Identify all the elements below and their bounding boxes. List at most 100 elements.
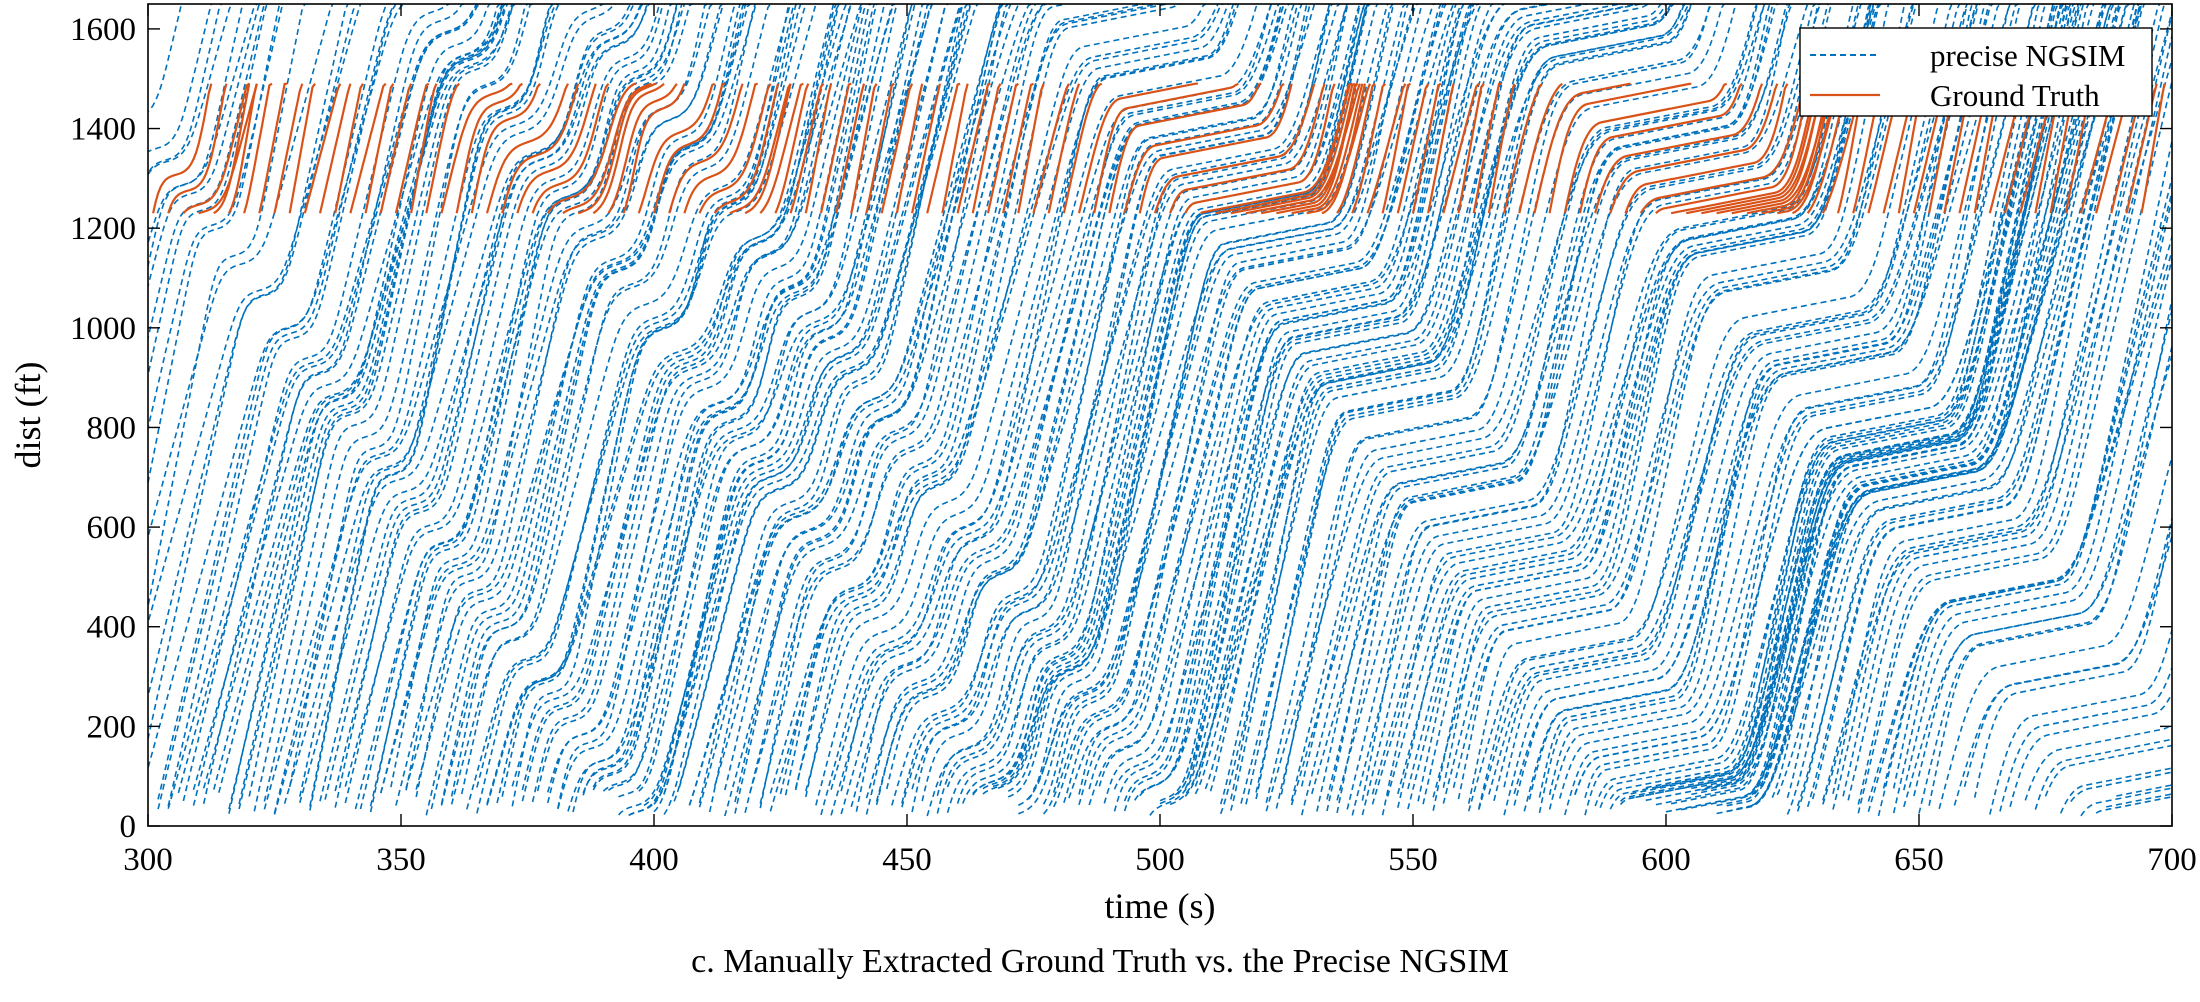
ngsim-trajectory-line bbox=[779, 4, 1160, 795]
ngsim-trajectory-line bbox=[1630, 4, 2047, 795]
ngsim-trajectory-line bbox=[1442, 4, 1872, 788]
ground-truth-trajectory-line bbox=[1427, 83, 1455, 214]
ngsim-trajectory-line bbox=[1761, 4, 2107, 788]
ground-truth-trajectory-line bbox=[198, 83, 258, 215]
ngsim-trajectory-line bbox=[602, 4, 933, 792]
ngsim-trajectory-line bbox=[1513, 4, 1994, 806]
ground-truth-trajectory-line bbox=[1487, 83, 1516, 214]
ngsim-trajectory-line bbox=[177, 4, 481, 794]
ground-truth-trajectory-line bbox=[485, 83, 569, 214]
ngsim-trajectory-line bbox=[1645, 4, 2075, 802]
ngsim-trajectory-line bbox=[148, 4, 213, 153]
ngsim-trajectory-line bbox=[1452, 4, 1918, 788]
ground-truth-trajectory-line bbox=[1291, 83, 1364, 215]
ngsim-trajectory-line bbox=[1052, 4, 1394, 793]
ngsim-trajectory-line bbox=[698, 4, 1004, 808]
ngsim-trajectory-line bbox=[1290, 4, 1758, 801]
ngsim-trajectory-line bbox=[911, 4, 1348, 790]
x-tick-label: 450 bbox=[882, 842, 932, 878]
ground-truth-trajectory-line bbox=[531, 83, 610, 214]
ngsim-trajectory-line bbox=[1063, 4, 1424, 804]
ground-truth-trajectory-line bbox=[1639, 83, 1807, 214]
ngsim-trajectory-line bbox=[653, 4, 913, 813]
ngsim-trajectory-line bbox=[1564, 4, 2036, 816]
ngsim-trajectory-line bbox=[1280, 4, 1713, 795]
ngsim-trajectory-line bbox=[608, 4, 878, 791]
ngsim-trajectory-line bbox=[1442, 4, 1915, 804]
ngsim-trajectory-line bbox=[167, 4, 478, 809]
ngsim-trajectory-line bbox=[1857, 32, 2172, 805]
y-tick-label: 800 bbox=[87, 410, 137, 446]
ngsim-trajectory-line bbox=[1088, 4, 1442, 790]
ngsim-trajectory-line bbox=[769, 4, 1224, 812]
ngsim-trajectory-line bbox=[1361, 4, 1834, 816]
ngsim-trajectory-line bbox=[299, 4, 561, 797]
ground-truth-trajectory-line bbox=[789, 82, 825, 214]
ngsim-trajectory-line bbox=[1336, 4, 1771, 814]
ngsim-trajectory-line bbox=[830, 4, 1273, 790]
ground-truth-trajectory-line bbox=[911, 83, 941, 214]
ngsim-trajectory-line bbox=[1209, 4, 1639, 792]
ngsim-trajectory-line bbox=[2059, 767, 2172, 814]
ngsim-trajectory-line bbox=[1346, 4, 1816, 810]
ngsim-trajectory-line bbox=[1701, 4, 2082, 791]
ngsim-trajectory-line bbox=[263, 4, 533, 802]
ground-truth-trajectory-line bbox=[1396, 83, 1430, 214]
ngsim-trajectory-line bbox=[288, 4, 529, 788]
ngsim-trajectory-line bbox=[724, 4, 1047, 817]
ngsim-trajectory-line bbox=[253, 4, 516, 812]
ground-truth-trajectory-line bbox=[501, 83, 580, 214]
ngsim-trajectory-line bbox=[1493, 4, 1961, 801]
ngsim-trajectory-line bbox=[1538, 4, 1968, 798]
ngsim-trajectory-line bbox=[1716, 4, 2113, 807]
ngsim-trajectory-line bbox=[1240, 4, 1713, 804]
ground-truth-trajectory-line bbox=[835, 83, 866, 214]
ground-truth-trajectory-line bbox=[1138, 83, 1293, 214]
ngsim-trajectory-line bbox=[1928, 295, 2172, 806]
ngsim-trajectory-line bbox=[354, 4, 693, 810]
ngsim-trajectory-line bbox=[1999, 665, 2172, 812]
ngsim-trajectory-line bbox=[148, 4, 334, 540]
ground-truth-trajectory-line bbox=[744, 83, 792, 215]
ngsim-trajectory-line bbox=[1645, 4, 2042, 789]
ground-truth-trajectory-line bbox=[1457, 83, 1485, 214]
ngsim-trajectory-line bbox=[749, 4, 1168, 793]
ngsim-trajectory-line bbox=[1584, 4, 2011, 799]
ngsim-trajectory-line bbox=[1478, 4, 1978, 810]
ngsim-trajectory-line bbox=[1903, 352, 2172, 808]
ngsim-trajectory-line bbox=[1751, 4, 2143, 807]
ground-truth-trajectory-line bbox=[243, 82, 273, 214]
ground-truth-trajectory-line bbox=[213, 83, 251, 215]
x-tick-label: 400 bbox=[629, 842, 679, 878]
ngsim-trajectory-line bbox=[875, 4, 1300, 802]
ngsim-trajectory-line bbox=[946, 4, 1348, 788]
y-tick-label: 200 bbox=[87, 709, 137, 745]
x-tick-label: 700 bbox=[2147, 842, 2197, 878]
ground-truth-trajectory-line bbox=[318, 83, 352, 214]
ngsim-trajectory-line bbox=[784, 4, 1067, 796]
ngsim-trajectory-line bbox=[1123, 4, 1475, 812]
ground-truth-trajectory-line bbox=[637, 82, 716, 214]
ngsim-trajectory-line bbox=[926, 4, 1366, 817]
ground-truth-trajectory-line bbox=[1442, 82, 1480, 214]
ngsim-trajectory-line bbox=[2009, 691, 2172, 808]
ngsim-trajectory-line bbox=[1275, 4, 1738, 809]
ground-truth-trajectory-line bbox=[759, 82, 804, 214]
ground-truth-trajectory-line bbox=[729, 83, 792, 215]
ngsim-trajectory-line bbox=[901, 4, 1333, 808]
ngsim-trajectory-line bbox=[1609, 4, 2080, 810]
ngsim-trajectory-line bbox=[299, 4, 650, 804]
ngsim-trajectory-line bbox=[992, 4, 1369, 788]
ground-truth-trajectory-line bbox=[1701, 83, 1824, 215]
ground-truth-trajectory-line bbox=[1366, 83, 1407, 214]
ngsim-trajectory-line bbox=[273, 4, 617, 815]
ngsim-trajectory-line bbox=[1681, 4, 2082, 790]
ngsim-trajectory-line bbox=[496, 4, 802, 804]
ngsim-trajectory-line bbox=[1088, 4, 1505, 806]
ngsim-trajectory-line bbox=[1857, 77, 2172, 814]
ngsim-trajectory-line bbox=[1691, 4, 2057, 790]
ground-truth-trajectory-line bbox=[819, 82, 852, 214]
ngsim-trajectory-line bbox=[1159, 4, 1475, 802]
ngsim-trajectory-line bbox=[1204, 4, 1675, 790]
y-tick-label: 1000 bbox=[70, 311, 136, 347]
